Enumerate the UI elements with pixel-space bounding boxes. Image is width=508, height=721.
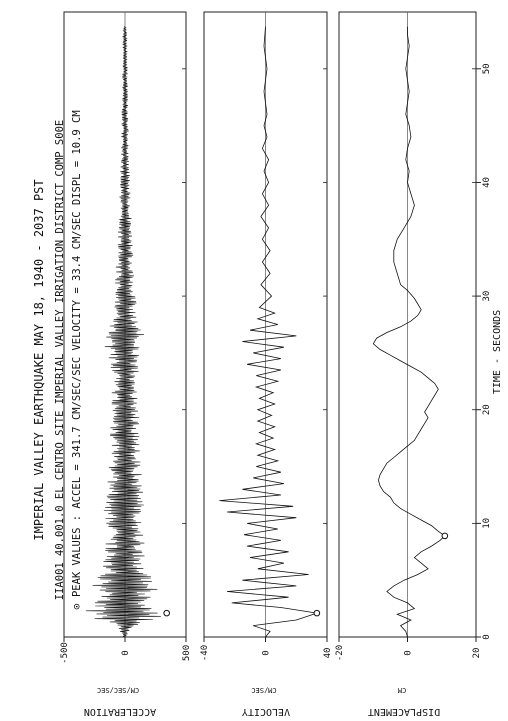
velocity-value-tick-label: 0 — [262, 650, 272, 655]
time-tick-label: 30 — [482, 291, 492, 302]
acceleration-value-tick-label: 0 — [121, 650, 131, 655]
accel-label: ACCELERATION — [84, 706, 156, 717]
acceleration-trace — [86, 27, 161, 637]
displacement-value-tick-label: 20 — [472, 648, 482, 659]
velocity-value-tick-label: 40 — [323, 648, 333, 659]
displacement-value-tick-label: 0 — [404, 650, 414, 655]
velocity-peak-marker — [314, 610, 320, 616]
peak-values: ⊙ PEAK VALUES : ACCEL = 341.7 CM/SEC/SEC… — [71, 110, 83, 609]
velocity-value-tick-label: -40 — [200, 645, 210, 661]
acceleration-value-tick-label: -500 — [60, 642, 70, 664]
displacement-unit: CM — [398, 686, 406, 694]
accel-unit: CM/SEC/SEC — [97, 686, 139, 694]
time-tick-label: 40 — [482, 177, 492, 188]
displacement-peak-marker — [442, 533, 448, 539]
time-axis-label: TIME - SECONDS — [492, 310, 503, 394]
velocity-unit: CM/SEC — [251, 686, 276, 694]
displacement-trace — [373, 27, 445, 637]
figure-title: IMPERIAL VALLEY EARTHQUAKE MAY 18, 1940 … — [32, 179, 46, 540]
figure-header: IMPERIAL VALLEY EARTHQUAKE MAY 18, 1940 … — [32, 110, 83, 609]
time-tick-label: 20 — [482, 404, 492, 415]
displacement-label: DISPLACEMENT — [368, 706, 440, 717]
displacement-value-tick-label: -20 — [335, 645, 345, 661]
time-tick-label: 50 — [482, 63, 492, 74]
acceleration-peak-marker — [164, 610, 170, 616]
time-tick-label: 0 — [482, 634, 492, 639]
velocity-trace — [219, 27, 317, 637]
velocity-label: VELOCITY — [242, 706, 290, 717]
time-tick-label: 10 — [482, 518, 492, 529]
acceleration-value-tick-label: 500 — [182, 645, 192, 661]
